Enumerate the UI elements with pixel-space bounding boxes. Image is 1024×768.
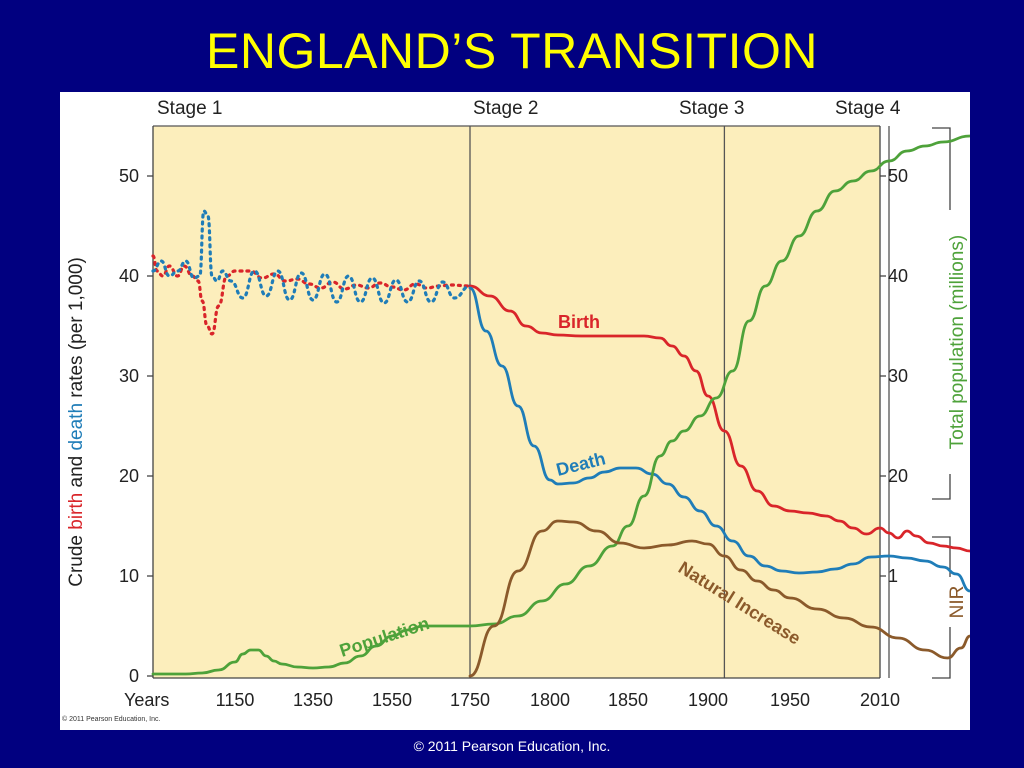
series-layer [151,134,970,678]
x-tick-label: 2010 [860,690,900,710]
stage-label-4: Stage 4 [835,98,901,119]
y-right-tick-label: 1 [888,566,898,586]
death-solid-line [468,286,970,593]
x-tick-label: Years [124,690,169,710]
y-left-tick-label: 20 [119,466,139,486]
y-left-label-part-1: Crude [66,530,87,587]
y-left-tick-label: 40 [119,266,139,286]
y-left-label: Crude birth and death rates (per 1,000) [66,257,87,587]
slide-title: ENGLAND’S TRANSITION [206,23,818,79]
y-left-tick-label: 30 [119,366,139,386]
x-tick-label: 1550 [372,690,412,710]
nir-bracket-top [932,536,951,577]
population-solid-line [151,134,970,676]
birth-solid-line [468,284,970,553]
y-left-label-part-5: rates (per 1,000) [66,257,87,403]
y-right-tick-label: 30 [888,366,908,386]
y-right-tick-label: 50 [888,166,908,186]
stage-label-3: Stage 3 [679,98,745,119]
stage-dividers [153,125,890,678]
y-left-label-part-2: birth [66,493,87,530]
demographic-transition-chart: Stage 1 Stage 2 Stage 3 Stage 4 0 10 20 30 40 50… [62,98,970,723]
natural_increase-solid-line [468,519,970,678]
x-tick-label: 1350 [293,690,333,710]
chart-panel: Stage 1 Stage 2 Stage 3 Stage 4 0 10 20 30 40 50… [60,92,970,730]
x-tick-label: 1950 [770,690,810,710]
birth-series-label: Birth [558,312,600,332]
death-dotted-line [151,209,472,305]
stage-label-1: Stage 1 [157,98,223,119]
slide-footer: © 2011 Pearson Education, Inc. [413,738,611,754]
x-tick-label: 1800 [530,690,570,710]
y-left-tick-label: 10 [119,566,139,586]
y-left-label-part-4: death [66,403,87,451]
x-tick-label: 1850 [608,690,648,710]
stage-label-2: Stage 2 [473,98,539,119]
plot-area-background [153,126,880,678]
x-tick-label: 1150 [216,690,255,710]
population-bracket-bottom [932,474,951,500]
y-left-tick-label: 50 [119,166,139,186]
nir-bracket-bottom [932,627,951,679]
y-left-tick-label: 0 [129,666,139,686]
x-tick-label: 1900 [688,690,728,710]
x-tick-label: 1750 [450,690,490,710]
small-copyright: © 2011 Pearson Education, Inc. [62,715,160,723]
y-right-label-nir: NIR [947,586,968,619]
axes: 0 10 20 30 40 50 50 40 30 20 1 Total population (mi… [66,126,968,710]
y-right-tick-label: 40 [888,266,908,286]
stage-labels: Stage 1 Stage 2 Stage 3 Stage 4 [157,98,901,119]
y-right-label-population: Total population (millions) [947,235,968,449]
y-right-tick-label: 20 [888,466,908,486]
population-bracket-top [932,127,951,210]
y-left-label-part-3: and [66,451,87,493]
